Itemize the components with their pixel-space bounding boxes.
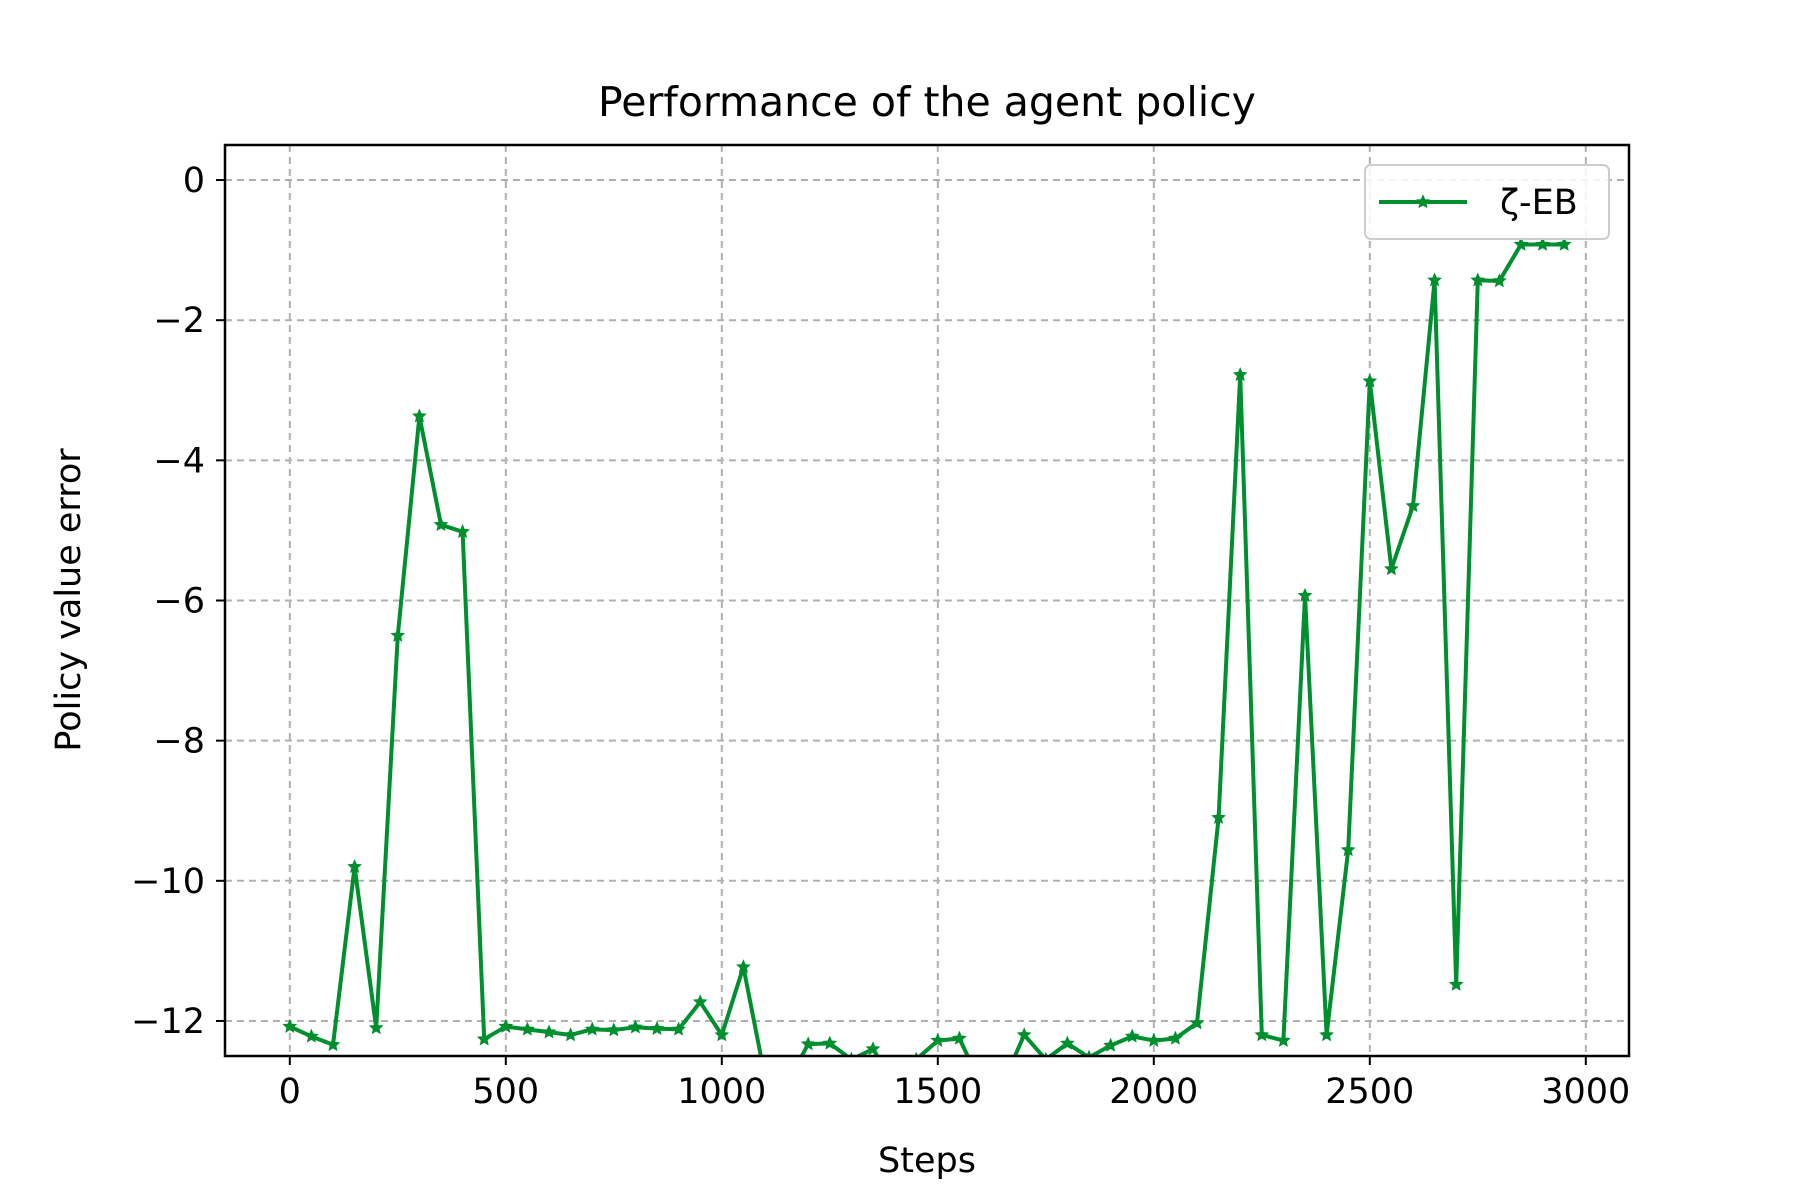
y-tick-label: −4: [153, 441, 205, 481]
x-tick-label: 1000: [677, 1072, 766, 1112]
data-point: [1362, 373, 1378, 388]
data-point: [390, 627, 406, 642]
data-point: [930, 1032, 946, 1047]
chart-title: Performance of the agent policy: [598, 78, 1256, 126]
data-point: [714, 1027, 730, 1042]
y-tick-label: −12: [131, 1002, 205, 1042]
data-point: [1384, 561, 1399, 576]
legend-marker-star: [1415, 194, 1431, 209]
legend-marker: [1415, 194, 1431, 209]
grid: [225, 145, 1629, 1056]
data-point: [1168, 1030, 1183, 1045]
x-axis: 0 500 1000 1500 2000 2500 3000: [279, 1056, 1630, 1112]
y-tick-label: −10: [131, 862, 205, 902]
data-point: [692, 994, 708, 1009]
x-tick-label: 2000: [1109, 1072, 1198, 1112]
y-tick-label: −2: [153, 301, 205, 341]
data-point: [800, 1036, 816, 1051]
data-point: [628, 1019, 643, 1034]
data-point: [1556, 236, 1572, 251]
x-tick-label: 1500: [893, 1072, 982, 1112]
data-point: [368, 1020, 384, 1035]
data-point: [1319, 1027, 1334, 1042]
data-point: [671, 1021, 686, 1036]
y-tick-label: −8: [153, 722, 205, 762]
data-point: [476, 1031, 492, 1046]
data-point: [1124, 1028, 1140, 1043]
y-axis: 0 −2 −4 −6 −8 −10 −12: [131, 161, 225, 1042]
y-axis-label: Policy value error: [49, 448, 89, 752]
data-point: [304, 1028, 319, 1043]
data-point: [1513, 236, 1529, 251]
x-tick-label: 500: [472, 1072, 539, 1112]
data-point: [325, 1037, 341, 1052]
series-lines: [282, 236, 1572, 1056]
data-point: [1297, 587, 1313, 602]
data-point: [1448, 976, 1464, 991]
data-point: [1276, 1032, 1291, 1047]
data-point: [412, 408, 427, 423]
data-point: [865, 1041, 881, 1056]
data-point: [1232, 367, 1248, 382]
legend: ζ-EB: [1364, 164, 1610, 240]
legend-label: ζ-EB: [1500, 183, 1578, 223]
x-tick-label: 0: [279, 1072, 301, 1112]
data-point: [282, 1018, 298, 1033]
data-point: [1427, 272, 1442, 287]
data-point: [541, 1024, 557, 1039]
data-point: [1016, 1027, 1032, 1042]
data-point: [1405, 498, 1421, 513]
data-point: [347, 859, 362, 874]
data-point: [1211, 809, 1226, 825]
y-tick-label: 0: [183, 161, 205, 201]
data-point: [1470, 272, 1486, 287]
data-point: [1492, 273, 1507, 288]
data-point: [563, 1027, 578, 1042]
data-point: [1340, 842, 1356, 857]
data-point: [822, 1035, 838, 1050]
data-point: [1254, 1027, 1270, 1042]
data-point: [1146, 1032, 1162, 1047]
x-tick-label: 2500: [1325, 1072, 1414, 1112]
legend-box: [1364, 164, 1610, 240]
data-point: [455, 524, 470, 539]
data-point: [520, 1021, 535, 1036]
x-axis-label: Steps: [878, 1141, 976, 1181]
data-point: [433, 517, 449, 532]
data-point: [952, 1030, 967, 1045]
data-point: [498, 1018, 514, 1033]
data-point: [1189, 1015, 1205, 1030]
x-tick-label: 3000: [1541, 1072, 1630, 1112]
data-point: [1535, 236, 1550, 251]
data-point: [606, 1022, 622, 1037]
y-tick-label: −6: [153, 582, 205, 622]
data-point: [1060, 1035, 1075, 1050]
data-point: [1103, 1037, 1118, 1052]
data-point: [584, 1021, 600, 1036]
data-point: [736, 959, 751, 974]
data-point: [649, 1020, 665, 1035]
